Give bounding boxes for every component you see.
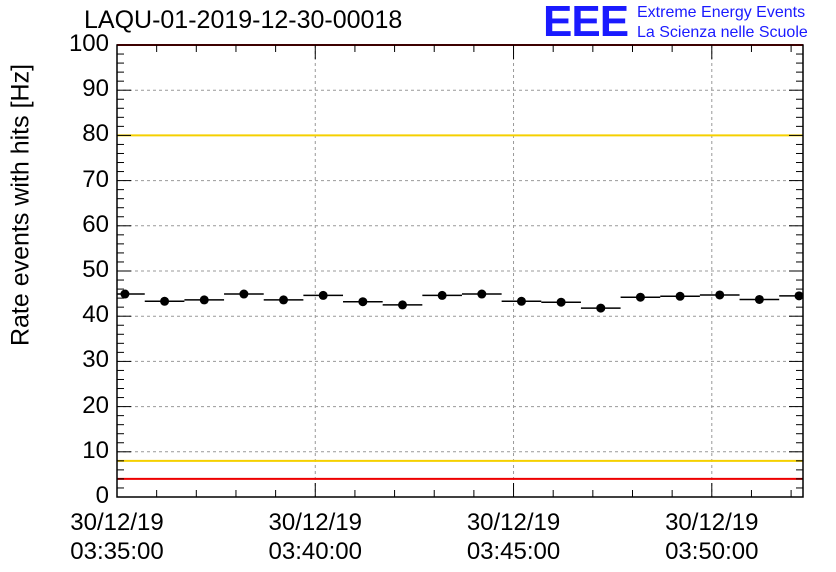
data-point-6	[358, 297, 368, 307]
data-point-3	[239, 289, 249, 299]
data-point-9	[477, 289, 487, 299]
data-point-12	[596, 303, 606, 313]
data-point-1	[160, 296, 170, 306]
x-tick-date: 30/12/19	[70, 509, 164, 536]
logo-line-2: La Scienza nelle Scuole	[637, 24, 808, 41]
x-tick-date: 30/12/19	[665, 509, 759, 536]
y-tick-label-70: 70	[82, 165, 109, 193]
x-tick-date: 30/12/19	[268, 509, 362, 536]
data-point-14	[675, 291, 685, 301]
y-tick-label-0: 0	[95, 482, 109, 509]
x-tick-time: 03:50:00	[665, 538, 759, 565]
x-tick-label-1: 30/12/19 03:40:00	[245, 508, 385, 566]
data-point-17	[794, 291, 804, 301]
y-axis-label: Rate events with hits [Hz]	[6, 63, 35, 347]
data-point-15	[715, 290, 725, 300]
data-point-7	[398, 300, 408, 310]
x-tick-label-2: 30/12/19 03:45:00	[444, 508, 584, 566]
data-point-11	[556, 297, 566, 307]
x-tick-time: 03:45:00	[466, 538, 561, 565]
logo-line-1: Extreme Energy Events	[637, 4, 806, 21]
data-point-8	[437, 290, 447, 300]
x-tick-date: 30/12/19	[466, 509, 561, 536]
data-point-5	[318, 290, 328, 300]
y-tick-label-50: 50	[82, 256, 109, 283]
y-tick-label-90: 90	[82, 75, 109, 103]
y-tick-label-40: 40	[82, 301, 109, 329]
y-tick-label-30: 30	[82, 346, 109, 374]
x-tick-label-0: 30/12/19 03:35:00	[47, 508, 187, 566]
y-tick-label-10: 10	[82, 436, 109, 464]
y-tick-label-20: 20	[82, 391, 109, 419]
x-tick-time: 03:35:00	[70, 538, 164, 565]
data-point-4	[279, 295, 289, 305]
data-point-2	[199, 295, 209, 305]
y-tick-label-80: 80	[82, 120, 109, 148]
x-tick-label-3: 30/12/19 03:50:00	[642, 508, 782, 566]
data-point-0	[120, 289, 130, 299]
chart-title: LAQU-01-2019-12-30-00018	[84, 6, 403, 34]
data-point-16	[754, 294, 764, 304]
data-point-13	[635, 292, 645, 302]
x-tick-time: 03:40:00	[268, 538, 362, 565]
y-tick-label-60: 60	[82, 210, 109, 238]
y-tick-label-100: 100	[68, 30, 109, 57]
data-point-10	[516, 296, 526, 306]
eee-logo: EEE	[543, 0, 629, 46]
